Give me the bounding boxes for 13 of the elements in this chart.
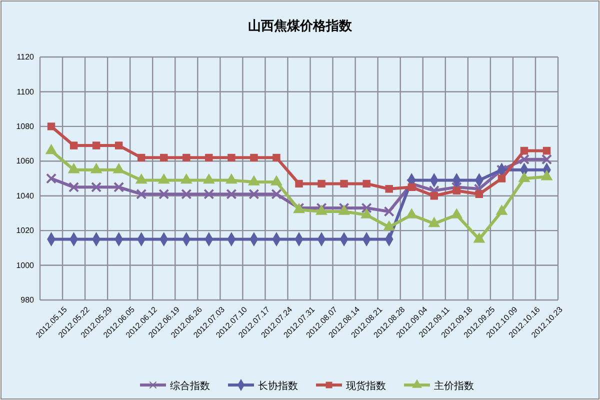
chart-title: 山西焦煤价格指数	[248, 19, 353, 34]
legend-label: 长协指数	[258, 380, 298, 392]
legend-label: 现货指数	[346, 380, 386, 392]
y-tick-label: 1120	[16, 52, 35, 62]
y-tick-label: 1000	[16, 260, 35, 270]
y-tick-label: 1080	[16, 122, 35, 131]
legend-label: 主价指数	[434, 380, 474, 392]
y-tick-label: 1040	[16, 191, 35, 200]
legend-label: 综合指数	[170, 380, 210, 392]
y-tick-label: 1100	[16, 87, 35, 96]
y-tick-label: 980	[20, 296, 35, 305]
y-tick-label: 1060	[16, 156, 35, 166]
y-tick-label: 1020	[16, 226, 35, 236]
